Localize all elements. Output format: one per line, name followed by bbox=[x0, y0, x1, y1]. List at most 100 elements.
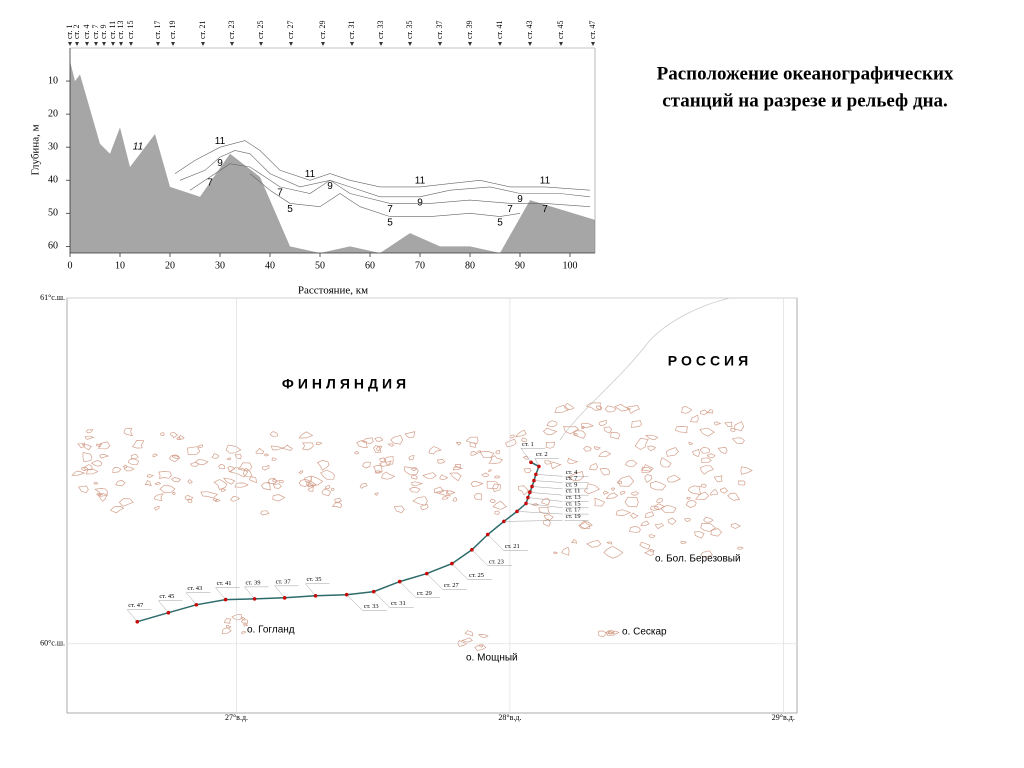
x-tick-label: 50 bbox=[315, 260, 325, 271]
coastline bbox=[624, 460, 638, 467]
coastline bbox=[686, 496, 691, 500]
coastline bbox=[298, 470, 304, 475]
station-map-label: ст. 25 bbox=[469, 572, 484, 579]
station-marker bbox=[591, 42, 595, 46]
coastline bbox=[455, 442, 462, 446]
coastline bbox=[517, 485, 529, 496]
coastline bbox=[298, 431, 314, 439]
coastline bbox=[255, 447, 265, 454]
place-name: ФИНЛЯНДИЯ bbox=[282, 376, 410, 392]
isoline-label: 7 bbox=[277, 188, 283, 199]
coastline bbox=[616, 480, 623, 485]
place-name: о. Мощный bbox=[466, 653, 518, 664]
coastline bbox=[647, 445, 656, 451]
station-marker bbox=[379, 42, 383, 46]
coastline bbox=[599, 468, 611, 476]
coastline bbox=[109, 506, 125, 514]
coastline bbox=[694, 491, 710, 500]
coastline bbox=[505, 438, 517, 448]
x-axis-label: Расстояние, км bbox=[298, 285, 368, 297]
station-map-label: ст. 29 bbox=[417, 590, 432, 597]
coastline bbox=[694, 531, 705, 539]
station-marker bbox=[350, 42, 354, 46]
coastline bbox=[213, 479, 228, 490]
isoline-label: 7 bbox=[507, 204, 513, 215]
station-marker bbox=[259, 42, 263, 46]
coastline bbox=[229, 467, 249, 478]
coastline bbox=[412, 496, 428, 506]
coastline bbox=[356, 440, 368, 449]
station-map-label: ст. 21 bbox=[505, 543, 520, 550]
station-leader bbox=[535, 474, 563, 477]
coastline bbox=[123, 466, 135, 472]
lon-tick-label: 27°в.д. bbox=[225, 713, 248, 722]
station-leader bbox=[517, 511, 563, 515]
coastline bbox=[411, 481, 424, 487]
coastline bbox=[579, 520, 591, 530]
coastline bbox=[184, 495, 194, 501]
station-marker bbox=[102, 42, 106, 46]
x-tick-label: 100 bbox=[563, 260, 578, 271]
station-map-label: ст. 39 bbox=[246, 579, 261, 586]
coastline bbox=[666, 447, 679, 457]
station-label: ст. 7 bbox=[91, 25, 100, 39]
coastline bbox=[81, 444, 92, 451]
coastline-layer bbox=[71, 297, 753, 651]
station-leader bbox=[487, 534, 504, 551]
coastline bbox=[177, 435, 185, 440]
coastline bbox=[237, 462, 253, 472]
coastline bbox=[221, 627, 232, 635]
coastline bbox=[272, 483, 282, 489]
station-leader bbox=[527, 497, 563, 502]
coastline bbox=[486, 480, 499, 490]
station-label: ст. 47 bbox=[588, 21, 597, 39]
coastline bbox=[710, 528, 723, 537]
coastline bbox=[550, 461, 562, 470]
coastline bbox=[260, 481, 271, 491]
y-axis-label: Глубина, м bbox=[30, 124, 42, 175]
coastline bbox=[420, 503, 429, 511]
coastline bbox=[99, 454, 110, 459]
coastline bbox=[494, 475, 501, 479]
coastline bbox=[567, 457, 579, 465]
station-map-label: ст. 1 bbox=[522, 441, 534, 448]
coastline bbox=[278, 479, 284, 484]
coastline bbox=[410, 474, 418, 480]
station-marker bbox=[468, 42, 472, 46]
station-map-label: ст. 43 bbox=[187, 585, 202, 592]
coastline bbox=[681, 406, 693, 414]
y-tick-label: 10 bbox=[48, 75, 58, 86]
isoline-label: 7 bbox=[387, 204, 393, 215]
coastline bbox=[660, 505, 677, 514]
coastline bbox=[589, 462, 599, 471]
coastline bbox=[315, 441, 323, 445]
coastline bbox=[78, 485, 89, 494]
x-tick-label: 30 bbox=[215, 260, 225, 271]
coastline bbox=[598, 419, 607, 427]
coastline bbox=[492, 483, 501, 493]
coastline bbox=[373, 492, 379, 496]
coastline bbox=[644, 474, 653, 484]
coastline bbox=[98, 441, 111, 450]
station-marker bbox=[111, 42, 115, 46]
coastline bbox=[197, 444, 203, 448]
station-label: ст. 21 bbox=[198, 21, 207, 39]
coastline bbox=[727, 492, 741, 501]
coastline bbox=[190, 461, 200, 467]
station-label: ст. 25 bbox=[256, 21, 265, 39]
coastline bbox=[629, 512, 639, 519]
coastline bbox=[334, 497, 342, 503]
coastline bbox=[441, 496, 449, 500]
coastline bbox=[422, 472, 437, 479]
place-name: о. Бол. Березовый bbox=[655, 554, 741, 565]
coastline bbox=[446, 490, 456, 495]
coastline bbox=[226, 457, 232, 461]
lon-tick-label: 28°в.д. bbox=[498, 713, 521, 722]
station-map-label: ст. 27 bbox=[444, 582, 460, 589]
station-map-label: ст. 11 bbox=[566, 488, 581, 495]
coastline bbox=[158, 471, 172, 479]
coastline bbox=[306, 481, 317, 487]
coastline bbox=[225, 444, 242, 454]
coastline bbox=[581, 426, 586, 429]
